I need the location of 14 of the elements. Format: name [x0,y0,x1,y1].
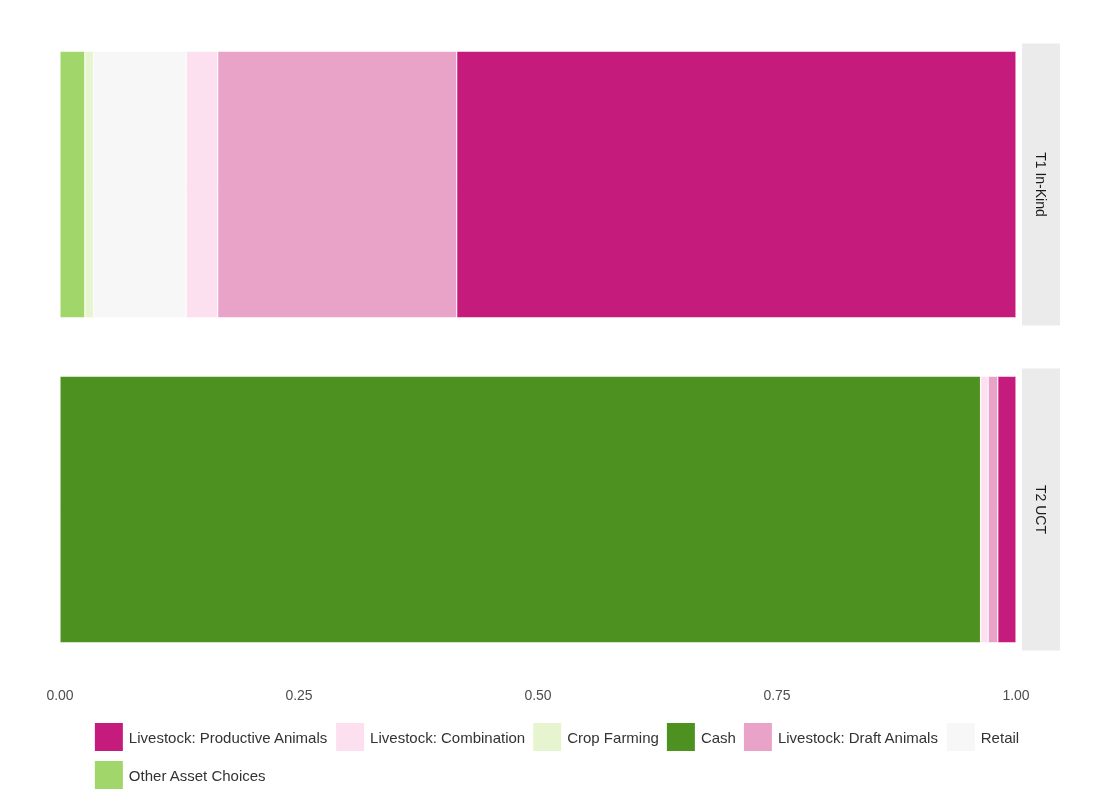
legend-label: Crop Farming [567,728,659,746]
legend-label: Livestock: Draft Animals [777,728,938,746]
legend-label: Livestock: Combination [370,728,526,746]
y-tick-label: T2 UCT [1033,485,1049,535]
x-tick-label: 0.50 [524,687,552,703]
y-tick-label: T1 In-Kind [1033,152,1049,217]
legend-label: Cash [700,728,736,746]
x-tick-label: 0.75 [763,687,791,703]
legend-label: Other Asset Choices [128,766,266,784]
legend-label: Livestock: Productive Animals [128,728,328,746]
x-tick-label: 0.00 [46,687,74,703]
legend-label: Retail [980,728,1020,746]
x-tick-label: 1.00 [1002,687,1030,703]
x-tick-label: 0.25 [285,687,313,703]
